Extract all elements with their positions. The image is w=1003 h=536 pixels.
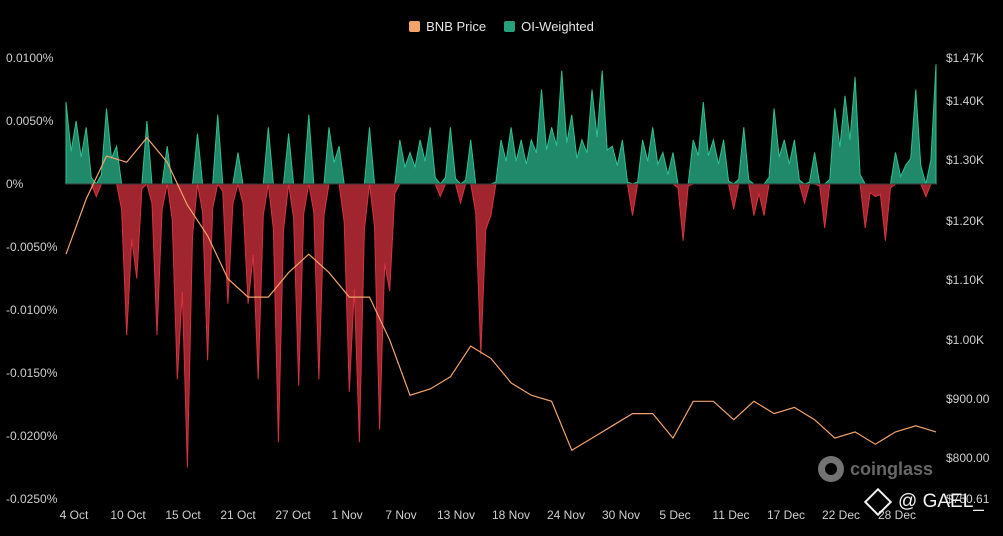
y-left-tick-label: -0.0250%: [6, 492, 58, 506]
oi-negative-area: [66, 182, 936, 468]
y-right-tick-label: $1.00K: [946, 333, 984, 347]
y-right-tick-label: $1.10K: [946, 273, 984, 287]
y-axis-right: $1.47K $1.40K $1.30K $1.20K $1.10K $1.00K $900…: [946, 51, 990, 506]
y-right-tick-label: $1.30K: [946, 153, 984, 167]
legend-item-oi-weighted[interactable]: OI-Weighted: [504, 19, 594, 34]
y-axis-left: 0.0100% 0.0050% 0% -0.0050% -0.0100% -0.0150%…: [6, 51, 58, 506]
legend: BNB Price OI-Weighted: [0, 19, 1003, 34]
y-right-tick-label: $800.00: [946, 451, 990, 465]
legend-swatch-oi-weighted: [504, 21, 516, 32]
diamond-icon: [863, 487, 893, 517]
y-left-tick-label: 0.0050%: [6, 114, 54, 128]
x-axis: 4 Oct 10 Oct 15 Oct 21 Oct 27 Oct 1 Nov 7 Nov 1…: [60, 508, 916, 522]
coinglass-watermark: coinglass: [818, 456, 933, 482]
x-tick-label: 11 Dec: [712, 508, 749, 522]
legend-item-bnb-price[interactable]: BNB Price: [409, 19, 486, 34]
x-tick-label: 27 Oct: [275, 508, 311, 522]
x-tick-label: 4 Oct: [60, 508, 89, 522]
x-tick-label: 21 Oct: [220, 508, 256, 522]
y-left-tick-label: -0.0050%: [6, 240, 58, 254]
y-left-tick-label: -0.0200%: [6, 429, 58, 443]
x-tick-label: 13 Nov: [437, 508, 475, 522]
signature-text: @ GAEL_: [898, 491, 984, 512]
x-tick-label: 1 Nov: [331, 508, 362, 522]
y-right-tick-label: $1.40K: [946, 94, 984, 108]
x-tick-label: 24 Nov: [547, 508, 585, 522]
legend-label-oi-weighted: OI-Weighted: [521, 19, 594, 34]
x-tick-label: 30 Nov: [602, 508, 640, 522]
oi-weighted-series: [65, 64, 937, 468]
x-tick-label: 28 Dec: [878, 508, 916, 522]
y-left-tick-label: -0.0150%: [6, 366, 58, 380]
y-right-tick-label: $1.47K: [946, 51, 984, 65]
legend-label-bnb-price: BNB Price: [426, 19, 487, 34]
y-left-tick-label: 0.0100%: [6, 51, 54, 65]
y-left-tick-label: -0.0100%: [6, 303, 58, 317]
x-tick-label: 17 Dec: [767, 508, 805, 522]
y-right-tick-label: $1.20K: [946, 214, 984, 228]
legend-swatch-bnb-price: [409, 21, 421, 32]
x-tick-label: 22 Dec: [822, 508, 860, 522]
bnb-price-series: [65, 136, 937, 452]
y-right-tick-label: $900.00: [946, 392, 990, 406]
x-tick-label: 15 Oct: [165, 508, 201, 522]
x-tick-label: 7 Nov: [385, 508, 416, 522]
coinglass-logo-icon: [818, 456, 844, 482]
x-tick-label: 5 Dec: [659, 508, 690, 522]
x-tick-label: 10 Oct: [110, 508, 146, 522]
y-left-tick-label: 0%: [6, 177, 24, 191]
bnb-price-line: [65, 136, 937, 452]
author-signature: @ GAEL_: [863, 487, 984, 517]
oi-positive-area: [65, 64, 937, 185]
watermark-text: coinglass: [850, 458, 934, 479]
y-right-tick-label: $750.61: [946, 492, 990, 506]
x-tick-label: 18 Nov: [492, 508, 530, 522]
